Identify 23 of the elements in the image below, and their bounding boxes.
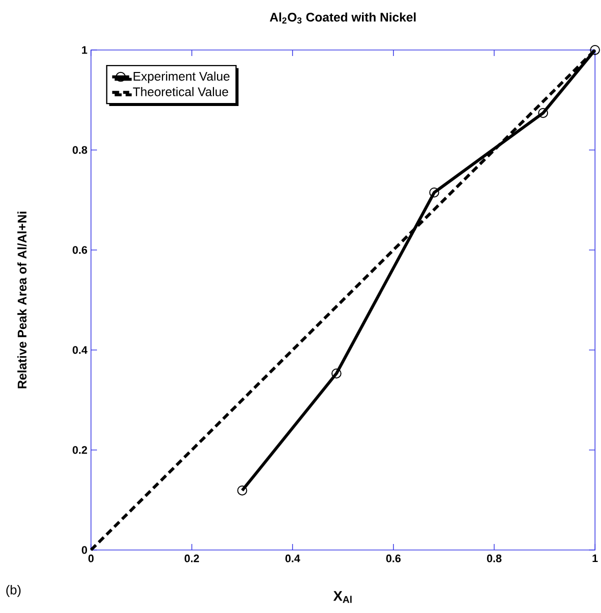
x-tick-label: 0.2 — [184, 554, 199, 562]
y-tick-label: 0.4 — [72, 346, 88, 354]
point — [331, 368, 342, 378]
y-tick-label: 0.8 — [72, 146, 88, 154]
x-tick-label: 0 — [88, 554, 94, 562]
point — [538, 108, 548, 118]
legend-label: Theoretical Value — [132, 87, 228, 96]
y-tick-label: 1 — [82, 46, 88, 54]
y-tick-label: 0.2 — [72, 446, 88, 454]
legend-label: Experiment Value — [134, 72, 230, 84]
chart-title: Al$_{2}$O$_{3}$ Coated with Nickel — [270, 12, 416, 24]
x-axis-title: X$_{Al}$ — [333, 591, 352, 603]
y-tick-label: 0.6 — [72, 246, 88, 254]
x-tick-label: 0.6 — [386, 554, 401, 562]
y-tick-label: 0 — [82, 546, 88, 554]
x-tick-label: 0.4 — [285, 554, 300, 562]
y-axis-title: Relative Peak Area of Al/Al+Ni — [17, 212, 27, 388]
point — [429, 188, 440, 198]
point — [590, 45, 600, 55]
point — [237, 486, 248, 496]
x-tick-label: 1 — [592, 554, 598, 562]
x-tick-label: 0.8 — [487, 554, 502, 562]
text: (b) — [6, 584, 21, 598]
